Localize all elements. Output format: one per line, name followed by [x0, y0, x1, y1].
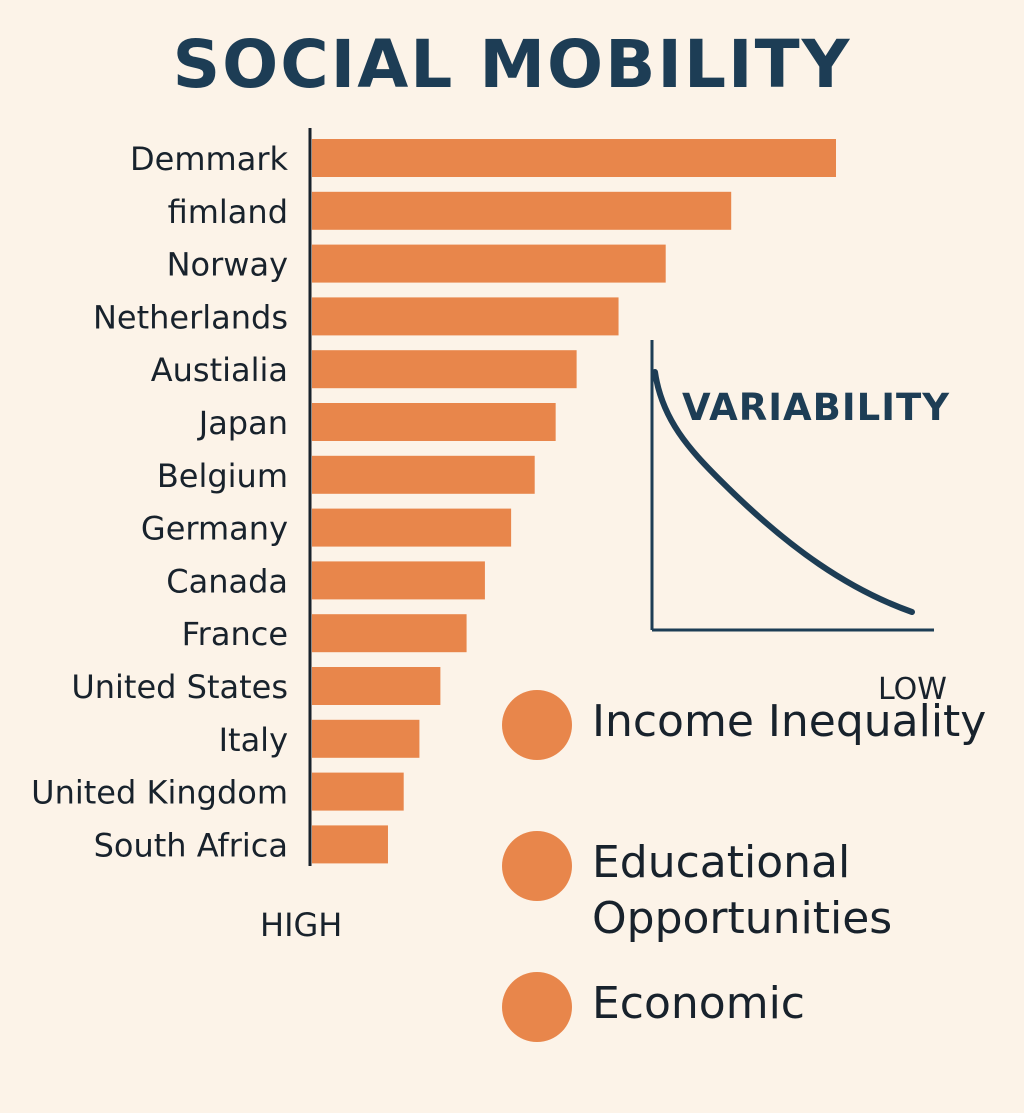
bar: [312, 667, 441, 705]
inset-label-low: LOW: [878, 672, 947, 707]
legend: Income Inequality Educational Opportunit…: [500, 690, 1020, 1113]
legend-item: Educational Opportunities: [500, 831, 1020, 972]
category-label: Japan: [197, 404, 288, 442]
bar: [312, 191, 732, 230]
bar: [312, 719, 420, 758]
category-label: fimland: [168, 193, 288, 231]
inset-curve: [652, 369, 915, 615]
category-label: Austialia: [151, 351, 288, 389]
category-label: United Kingdom: [31, 774, 288, 812]
category-label: Norway: [167, 246, 288, 284]
legend-dot-icon: [502, 831, 572, 901]
legend-label: Economic: [592, 978, 805, 1029]
bar: [312, 825, 388, 864]
legend-label: Income Inequality: [592, 696, 987, 747]
legend-item: Income Inequality: [500, 690, 1020, 831]
category-label: Germany: [141, 510, 288, 548]
legend-label: Educational Opportunities: [592, 837, 893, 944]
bar: [312, 455, 535, 494]
category-label: Canada: [166, 562, 288, 600]
bar: [312, 614, 467, 653]
bar: [312, 350, 577, 389]
category-label: Belgium: [157, 457, 288, 495]
category-label: United States: [71, 668, 288, 706]
bar: [312, 561, 485, 600]
inset-title: VARIABILITY: [682, 386, 950, 429]
bar: [312, 403, 556, 441]
category-label: South Africa: [94, 826, 288, 864]
bar: [312, 772, 404, 811]
chart-title: SOCIAL MOBILITY: [172, 26, 852, 103]
category-label: Italy: [219, 721, 288, 759]
bar-chart: Demmark fimland Norway Netherlands Austialia…: [31, 128, 934, 866]
legend-dot-icon: [502, 690, 572, 760]
category-label: Netherlands: [93, 298, 288, 336]
axis-label-high: HIGH: [260, 906, 343, 944]
bar: [312, 139, 836, 177]
bar: [312, 297, 619, 336]
bar: [312, 508, 512, 547]
bar: [312, 244, 666, 283]
legend-item: Economic: [500, 972, 1020, 1113]
legend-dot-icon: [502, 972, 572, 1042]
category-label: Demmark: [130, 140, 288, 178]
category-label: France: [182, 615, 288, 653]
